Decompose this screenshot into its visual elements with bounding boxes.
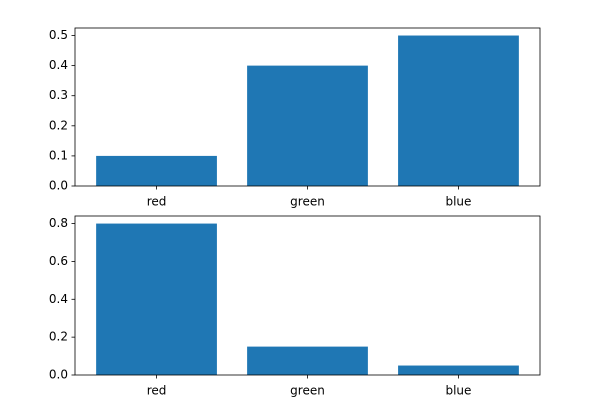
x-tick-label: red — [147, 195, 167, 209]
bar — [398, 35, 519, 187]
y-tick-label: 0.5 — [49, 28, 68, 42]
y-tick-label: 0.0 — [49, 179, 68, 193]
plot-frame — [74, 215, 541, 376]
x-tick-label: green — [290, 195, 325, 209]
x-tick-label: green — [290, 384, 325, 398]
y-tick-label: 0.8 — [49, 216, 68, 230]
bar — [96, 223, 217, 375]
plot-frame — [74, 27, 541, 187]
y-tick-label: 0.4 — [49, 292, 68, 306]
y-tick-label: 0.0 — [49, 368, 68, 382]
bar — [398, 365, 519, 375]
bar — [247, 346, 368, 375]
y-tick-label: 0.3 — [49, 88, 68, 102]
y-tick-label: 0.2 — [49, 118, 68, 132]
x-tick-label: blue — [445, 384, 471, 398]
x-tick-label: blue — [445, 195, 471, 209]
y-tick-label: 0.2 — [49, 330, 68, 344]
y-tick-label: 0.6 — [49, 254, 68, 268]
y-tick-label: 0.1 — [49, 148, 68, 162]
bar — [247, 65, 368, 186]
x-tick-label: red — [147, 384, 167, 398]
y-tick-label: 0.4 — [49, 58, 68, 72]
bar — [96, 155, 217, 186]
